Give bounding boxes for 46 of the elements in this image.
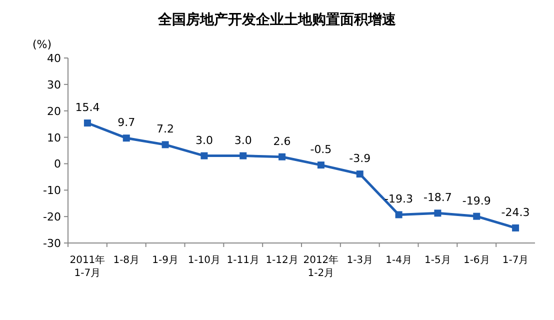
x-tick-label: 1-9月 [152,255,178,266]
point [200,152,208,160]
x-tick-label: 1-7月 [502,255,529,266]
y-axis-title: (%) [32,38,52,51]
point [317,162,324,169]
point [84,120,91,127]
data-label: 7.2 [156,122,174,136]
point [473,212,480,220]
y-tick-label: 20 [47,104,61,118]
data-label: -18.7 [423,191,452,204]
point [122,134,130,142]
x-tick-label: 1-3月 [346,255,374,266]
x-tick-label: 1-8月 [113,255,140,266]
x-tick-label: 2011年 1-7月 [70,254,106,279]
data-label: 3.0 [234,134,252,147]
data-label: 3.0 [195,134,213,147]
y-tick-label: -20 [43,210,61,224]
x-tick-label: 1-4月 [386,255,412,266]
point [278,153,286,160]
data-label: 9.7 [118,116,136,130]
point [356,170,364,178]
x-tick-label: 2012年 1-2月 [303,254,339,279]
point [240,152,247,160]
y-tick-label: 40 [47,52,61,65]
data-label: -24.3 [501,206,530,219]
x-tick-label: 1-11月 [226,255,260,266]
x-tick-label: 1-10月 [188,255,221,266]
data-label: 2.6 [273,134,291,148]
x-tick-label: 1-12月 [266,255,298,266]
y-tick-label: -10 [43,184,61,198]
x-tick-label: 1-5月 [424,255,451,266]
chart-title: 全国房地产开发企业土地购置面积增速 [157,11,397,28]
data-label: -19.3 [384,192,414,206]
y-tick-label: 0 [54,158,61,171]
point [434,210,442,217]
point [162,141,169,148]
y-tick-label: -30 [43,237,61,250]
data-label: -0.5 [310,143,332,156]
y-tick-label: 10 [47,131,61,144]
point [395,211,402,218]
point [512,224,520,232]
y-tick-label: 30 [47,78,61,92]
data-label: -19.9 [462,194,491,208]
x-tick-label: 1-6月 [463,255,490,266]
data-label: -3.9 [349,152,371,166]
data-label: 15.4 [75,101,100,114]
